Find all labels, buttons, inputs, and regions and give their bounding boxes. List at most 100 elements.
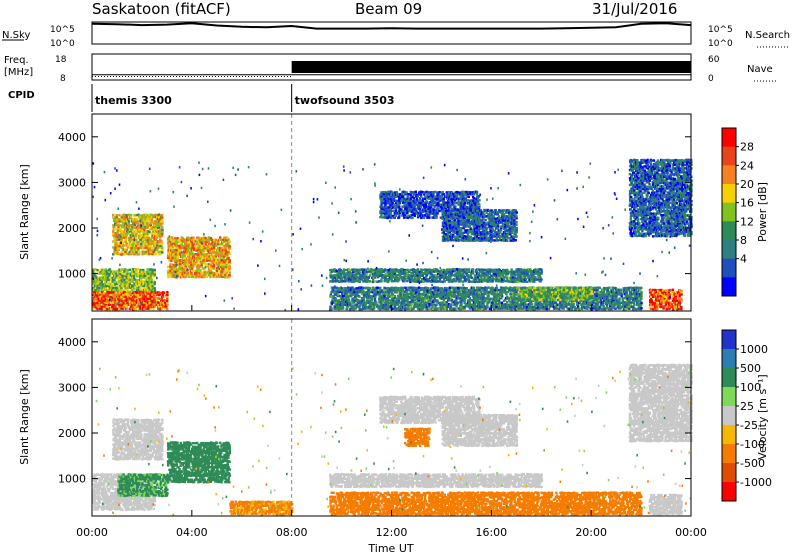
power-cell-1450 — [139, 247, 141, 249]
freq-tick-bottom: 8 — [60, 74, 66, 84]
power-cell-1105 — [162, 296, 164, 298]
power-cell-440 — [132, 285, 134, 287]
power-cell-384 — [126, 287, 128, 289]
power-cell-1909 — [180, 249, 182, 251]
nsearch-tick-top: 10^5 — [708, 25, 733, 35]
power-cell-640 — [148, 280, 150, 282]
power-cell-511 — [138, 283, 140, 285]
nave-band-1 — [292, 61, 691, 73]
power-cell-1370 — [132, 230, 134, 232]
power-cell-793 — [106, 308, 108, 310]
power-cell-951 — [135, 308, 137, 310]
power-cell-860 — [118, 299, 120, 301]
power-cell-1406 — [135, 239, 137, 241]
power-cell-1437 — [137, 221, 139, 223]
power-cell-1305 — [127, 244, 129, 246]
power-cell-1029 — [148, 298, 150, 300]
power-cell-1711 — [160, 240, 162, 242]
power-cell-1721 — [161, 247, 163, 249]
freq-label-line2: [MHz] — [4, 67, 33, 78]
cpid-label: CPID — [8, 90, 35, 101]
power-cell-1216 — [118, 214, 120, 216]
power-cell-945 — [134, 304, 136, 306]
power-cell-1125 — [166, 302, 168, 304]
power-cell-194 — [109, 268, 111, 270]
power-cell-426 — [131, 289, 133, 291]
nave-tick-bottom: 0 — [708, 74, 714, 84]
nsearch-tick-bottom: 10^0 — [708, 39, 733, 49]
power-cell-1461 — [140, 243, 142, 245]
power-cell-1719 — [161, 251, 163, 253]
power-cell-1704 — [159, 229, 161, 231]
power-cell-960 — [136, 292, 138, 294]
power-cell-1888 — [179, 274, 181, 276]
power-cell-994 — [143, 308, 145, 310]
power-cell-74 — [98, 287, 100, 289]
power-cell-171 — [107, 272, 109, 274]
power-cell-1806 — [172, 272, 174, 274]
power-cell-1730 — [161, 219, 163, 221]
power-cell-1019 — [147, 307, 149, 309]
nsky-label: N.Sky — [2, 30, 30, 41]
power-cell-1136 — [112, 230, 114, 232]
power-cell-1734 — [167, 274, 169, 276]
power-cell-839 — [114, 306, 116, 308]
power-cell-1130 — [166, 291, 168, 293]
power-cell-1175 — [116, 239, 118, 241]
freq-label-line1: Freq. — [4, 55, 29, 66]
power-cell-1724 — [161, 233, 163, 235]
power-cell-1478 — [141, 231, 143, 233]
power-cell-1253 — [123, 244, 125, 246]
power-cell-1181 — [116, 214, 118, 216]
power-cell-1292 — [126, 249, 128, 251]
power-cell-1089 — [159, 292, 161, 294]
power-cell-1886 — [178, 245, 180, 247]
nave-label: Nave — [747, 64, 773, 75]
power-cell-1726 — [161, 229, 163, 231]
power-cell-702 — [154, 287, 156, 289]
power-cell-1868 — [177, 257, 179, 259]
power-cell-1576 — [150, 249, 152, 251]
cpid-segments: themis 3300 twofsound 3503 — [92, 84, 395, 112]
beam-label: Beam 09 — [355, 0, 422, 18]
power-cell-1658 — [155, 214, 157, 216]
power-cell-1731 — [161, 216, 163, 218]
power-cell-1053 — [153, 297, 155, 299]
nsearch-label: N.Search — [745, 30, 790, 41]
power-cell-1208 — [119, 245, 121, 247]
power-cell-477 — [135, 273, 137, 275]
power-cell-1328 — [129, 241, 131, 243]
power-cell-1732 — [161, 214, 163, 216]
date-label: 31/Jul/2016 — [592, 0, 677, 18]
power-cell-1027 — [148, 302, 150, 304]
power-cell-758 — [99, 291, 101, 293]
power-cell-442 — [132, 279, 134, 281]
freq-nave-series — [92, 61, 691, 77]
radar-plot: Saskatoon (fitACF) Beam 09 31/Jul/2016 N… — [0, 0, 800, 554]
power-cell-1282 — [125, 236, 127, 238]
power-cell-1501 — [143, 229, 145, 231]
power-cell-536 — [140, 279, 142, 281]
power-cell-704 — [154, 281, 156, 283]
power-cell-59 — [96, 269, 98, 271]
power-cell-1126 — [166, 300, 168, 302]
power-cell-411 — [129, 269, 131, 271]
power-cell-977 — [139, 294, 141, 296]
power-cell-1472 — [141, 253, 143, 255]
nsky-series — [92, 23, 691, 28]
power-cell-1051 — [152, 303, 154, 305]
power-cell-742 — [96, 295, 98, 297]
power-cell-768 — [101, 293, 103, 295]
power-cell-1228 — [121, 251, 123, 253]
power-cell-707 — [154, 271, 156, 273]
power-cell-219 — [111, 283, 113, 285]
power-cell-1722 — [161, 243, 163, 245]
power-cell-1166 — [115, 228, 117, 230]
power-cell-708 — [154, 269, 156, 271]
power-cell-1725 — [161, 231, 163, 233]
power-cell-847 — [115, 292, 117, 294]
power-cell-47 — [95, 276, 97, 278]
nave-tick-top: 60 — [708, 55, 720, 65]
power-cell-1183 — [116, 251, 118, 253]
